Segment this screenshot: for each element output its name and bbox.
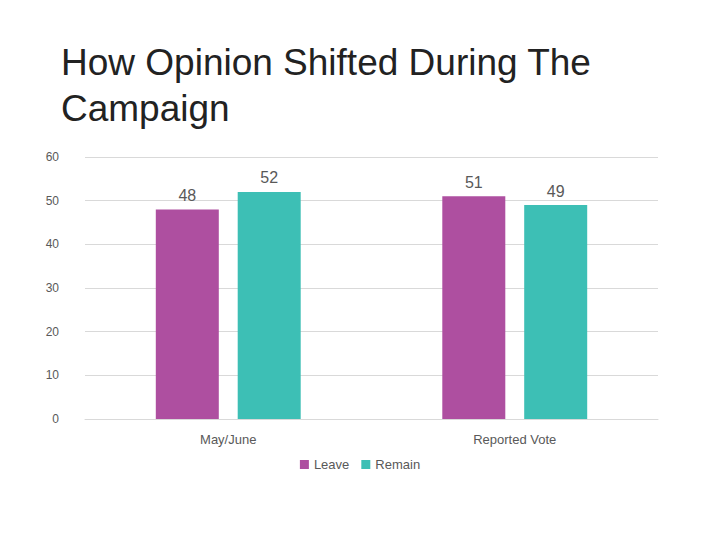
svg-text:48: 48: [178, 187, 196, 204]
svg-text:Remain: Remain: [375, 457, 420, 472]
svg-text:10: 10: [46, 368, 60, 382]
svg-text:50: 50: [46, 194, 60, 208]
svg-text:30: 30: [46, 281, 60, 295]
svg-text:52: 52: [260, 169, 278, 186]
svg-text:May/June: May/June: [200, 432, 256, 447]
svg-text:Leave: Leave: [314, 457, 349, 472]
svg-text:20: 20: [46, 325, 60, 339]
svg-text:How Opinion Shifted During The: How Opinion Shifted During The: [61, 42, 601, 83]
svg-text:49: 49: [547, 183, 565, 200]
svg-text:51: 51: [465, 174, 483, 191]
svg-text:Campaign: Campaign: [61, 88, 230, 129]
svg-text:40: 40: [46, 237, 60, 251]
svg-text:Reported Vote: Reported Vote: [473, 432, 556, 447]
svg-text:0: 0: [52, 412, 59, 426]
svg-text:60: 60: [46, 150, 60, 164]
